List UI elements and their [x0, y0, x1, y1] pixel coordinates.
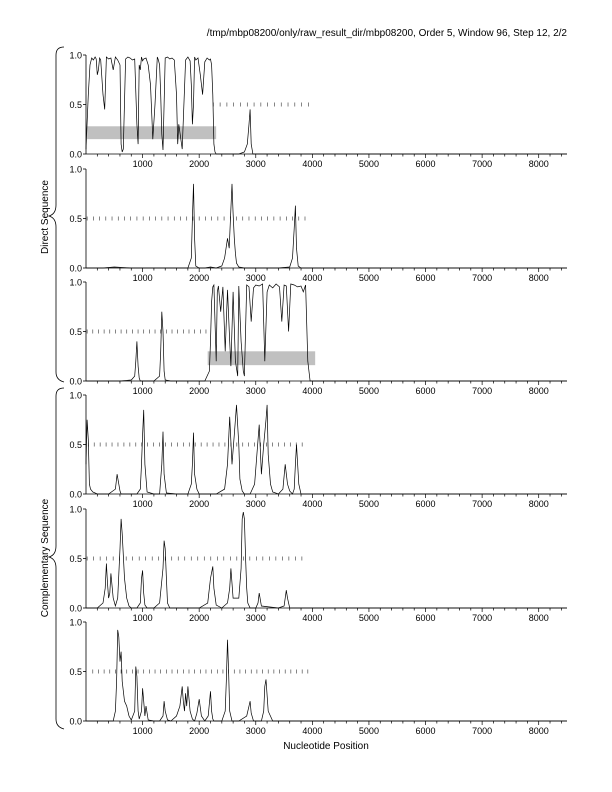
x-tick-label: 8000: [529, 159, 549, 169]
y-tick-label: 0.5: [69, 214, 82, 224]
x-tick-label: 1000: [133, 159, 153, 169]
panel-3: 0.0 0.5 1.0 1000 2000 3000 4000 5000 6000 7000 800…: [69, 278, 567, 396]
x-tick-label: 5000: [359, 159, 379, 169]
x-tick-label: 6000: [416, 726, 436, 736]
x-tick-label: 7000: [472, 386, 492, 396]
figure-header: /tmp/mbp08200/only/raw_result_dir/mbp082…: [207, 28, 568, 39]
frame-probability-line: [85, 404, 567, 495]
x-tick-label: 8000: [529, 726, 549, 736]
x-tick-label: 7000: [472, 726, 492, 736]
y-tick-label: 0.5: [69, 100, 82, 110]
x-tick-label: 1000: [133, 499, 153, 509]
x-tick-label: 4000: [302, 613, 322, 623]
x-tick-label: 8000: [529, 613, 549, 623]
x-tick-label: 4000: [302, 386, 322, 396]
x-tick-label: 2000: [189, 273, 209, 283]
y-tick-label: 1.0: [69, 165, 82, 175]
x-tick-label: 8000: [529, 273, 549, 283]
orf-band: [207, 351, 316, 366]
x-tick-label: 3000: [246, 159, 266, 169]
y-tick-label: 0.5: [69, 440, 82, 450]
frame-probability-line: [86, 283, 567, 382]
x-tick-label: 1000: [133, 613, 153, 623]
y-tick-label: 1.0: [69, 278, 82, 288]
x-tick-label: 6000: [416, 386, 436, 396]
y-tick-label: 1.0: [69, 618, 82, 628]
frame-probability-line: [85, 56, 567, 155]
x-tick-label: 5000: [359, 726, 379, 736]
frame-probability-line: [86, 511, 567, 609]
complementary-sequence-brace: [47, 387, 65, 730]
y-tick-label: 0.0: [69, 604, 82, 614]
panel-6: 0.0 0.5 1.0 1000 2000 3000 4000 5000 6000 7000 800…: [69, 618, 567, 736]
x-tick-label: 4000: [302, 159, 322, 169]
x-tick-label: 5000: [359, 386, 379, 396]
y-tick-label: 0.5: [69, 667, 82, 677]
y-tick-label: 0.5: [69, 554, 82, 564]
panel-2: 0.0 0.5 1.0 1000 2000 3000 4000 5000 6000 7000 800…: [69, 165, 567, 283]
x-tick-label: 6000: [416, 499, 436, 509]
x-tick-label: 7000: [472, 613, 492, 623]
y-tick-label: 1.0: [69, 505, 82, 515]
panel-4: 0.0 0.5 1.0 1000 2000 3000 4000 5000 6000 7000 800…: [69, 391, 567, 509]
group-braces: [47, 46, 65, 730]
x-tick-label: 1000: [133, 726, 153, 736]
x-tick-label: 2000: [189, 159, 209, 169]
y-tick-label: 1.0: [69, 391, 82, 401]
x-tick-label: 1000: [133, 386, 153, 396]
direct-sequence-brace: [47, 46, 65, 383]
x-tick-label: 6000: [416, 159, 436, 169]
orf-band: [87, 126, 217, 140]
x-tick-label: 3000: [246, 726, 266, 736]
frame-probability-line: [86, 183, 567, 269]
x-tick-label: 4000: [302, 726, 322, 736]
x-tick-label: 8000: [529, 386, 549, 396]
x-tick-label: 3000: [246, 273, 266, 283]
x-tick-label: 5000: [359, 273, 379, 283]
x-tick-label: 2000: [189, 726, 209, 736]
x-tick-label: 8000: [529, 499, 549, 509]
x-tick-label: 3000: [246, 499, 266, 509]
group-label-complementary: Complementary Sequence: [40, 498, 51, 617]
x-tick-label: 5000: [359, 499, 379, 509]
x-tick-label: 2000: [189, 499, 209, 509]
x-tick-label: 1000: [133, 273, 153, 283]
x-tick-label: 7000: [472, 273, 492, 283]
y-tick-label: 0.0: [69, 377, 82, 387]
y-tick-label: 0.0: [69, 264, 82, 274]
panel-5: 0.0 0.5 1.0 1000 2000 3000 4000 5000 6000 7000 800…: [69, 505, 567, 623]
x-tick-label: 6000: [416, 273, 436, 283]
x-tick-label: 4000: [302, 499, 322, 509]
x-tick-label: 6000: [416, 613, 436, 623]
x-tick-label: 5000: [359, 613, 379, 623]
panels: 0.0 0.5 1.0 1000 2000 3000 4000 5000 6000 7000 800…: [69, 51, 567, 736]
x-tick-label: 3000: [246, 386, 266, 396]
y-tick-label: 1.0: [69, 51, 82, 61]
x-tick-label: 2000: [189, 386, 209, 396]
frame-probability-line: [86, 629, 567, 722]
y-tick-label: 0.0: [69, 490, 82, 500]
panel-1: 0.0 0.5 1.0 1000 2000 3000 4000 5000 6000 7000 800…: [69, 51, 567, 169]
y-tick-label: 0.0: [69, 150, 82, 160]
group-label-direct: Direct Sequence: [40, 180, 51, 254]
x-tick-label: 7000: [472, 499, 492, 509]
y-tick-label: 0.5: [69, 327, 82, 337]
x-tick-label: 4000: [302, 273, 322, 283]
x-tick-label: 2000: [189, 613, 209, 623]
x-tick-label: 7000: [472, 159, 492, 169]
x-axis-label: Nucleotide Position: [283, 741, 369, 752]
y-tick-label: 0.0: [69, 717, 82, 727]
x-tick-label: 3000: [246, 613, 266, 623]
